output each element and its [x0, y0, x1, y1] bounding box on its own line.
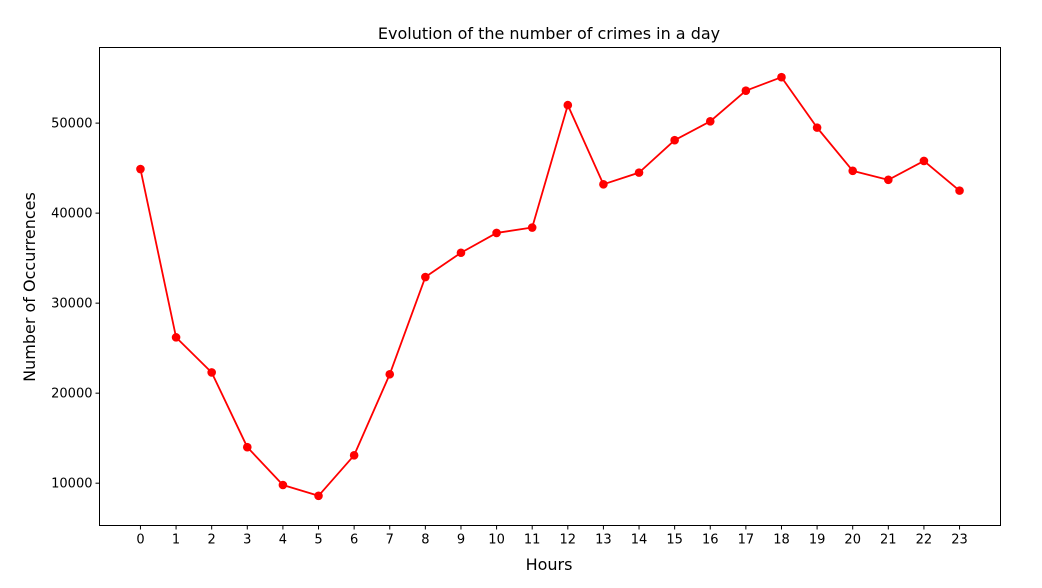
x-tick-label: 20: [844, 533, 861, 548]
x-tick-label: 1: [172, 533, 180, 548]
data-point: [171, 333, 181, 342]
data-point: [705, 117, 715, 126]
plot-area-frame: [99, 47, 1001, 526]
x-tick-label: 15: [666, 533, 683, 548]
data-point: [670, 135, 679, 145]
x-tick-label: 10: [488, 533, 505, 548]
x-tick-label: 7: [386, 533, 394, 548]
data-point: [777, 72, 786, 82]
data-point: [884, 175, 893, 185]
data-point: [634, 168, 644, 177]
y-tick-label: 50000: [51, 117, 92, 132]
data-point: [599, 180, 608, 189]
data-point: [955, 186, 964, 195]
data-point: [741, 86, 751, 96]
y-tick-label: 40000: [51, 207, 92, 222]
data-point: [563, 100, 573, 110]
x-tick-label: 9: [457, 533, 465, 548]
x-tick-label: 23: [951, 533, 968, 548]
chart-title: Evolution of the number of crimes in a d…: [378, 24, 720, 43]
x-tick-label: 5: [314, 533, 322, 548]
series-layer: [136, 72, 964, 501]
data-point: [349, 450, 359, 460]
x-axis-label: Hours: [526, 555, 573, 574]
y-axis-label: Number of Occurrences: [20, 192, 39, 382]
data-point: [848, 166, 858, 176]
y-tick-label: 30000: [51, 297, 92, 312]
y-axis-ticks: 10000 20000 30000 40000 50000: [51, 117, 100, 492]
x-tick-label: 2: [208, 533, 216, 548]
y-tick-label: 10000: [51, 477, 92, 492]
data-point: [207, 368, 216, 377]
data-point: [812, 123, 822, 132]
data-point: [136, 164, 145, 174]
x-tick-label: 11: [524, 533, 541, 548]
x-tick-label: 6: [350, 533, 358, 548]
x-tick-label: 14: [631, 533, 648, 548]
data-point: [421, 272, 430, 282]
x-tick-label: 19: [809, 533, 826, 548]
series-line: [139, 76, 961, 497]
x-tick-label: 22: [916, 533, 933, 548]
data-point: [314, 491, 323, 501]
x-tick-label: 0: [136, 533, 144, 548]
x-axis-ticks: 0 1 2 3 4 5 6 7 8 9 10 11 12 13 14 15 16 17 18 19 20 21 22 23: [136, 525, 968, 548]
x-tick-label: 4: [279, 533, 287, 548]
data-point: [492, 228, 501, 238]
data-point: [527, 223, 537, 232]
data-point: [278, 480, 288, 490]
data-point: [385, 369, 395, 379]
x-tick-label: 18: [773, 533, 790, 548]
x-tick-label: 16: [702, 533, 719, 548]
data-point: [242, 442, 252, 452]
y-tick-label: 20000: [51, 387, 92, 402]
x-tick-label: 8: [421, 533, 429, 548]
x-tick-label: 13: [595, 533, 612, 548]
data-point: [919, 156, 929, 166]
x-tick-label: 3: [243, 533, 251, 548]
x-tick-label: 12: [560, 533, 577, 548]
x-tick-label: 17: [738, 533, 755, 548]
x-tick-label: 21: [880, 533, 897, 548]
data-point: [456, 248, 466, 258]
